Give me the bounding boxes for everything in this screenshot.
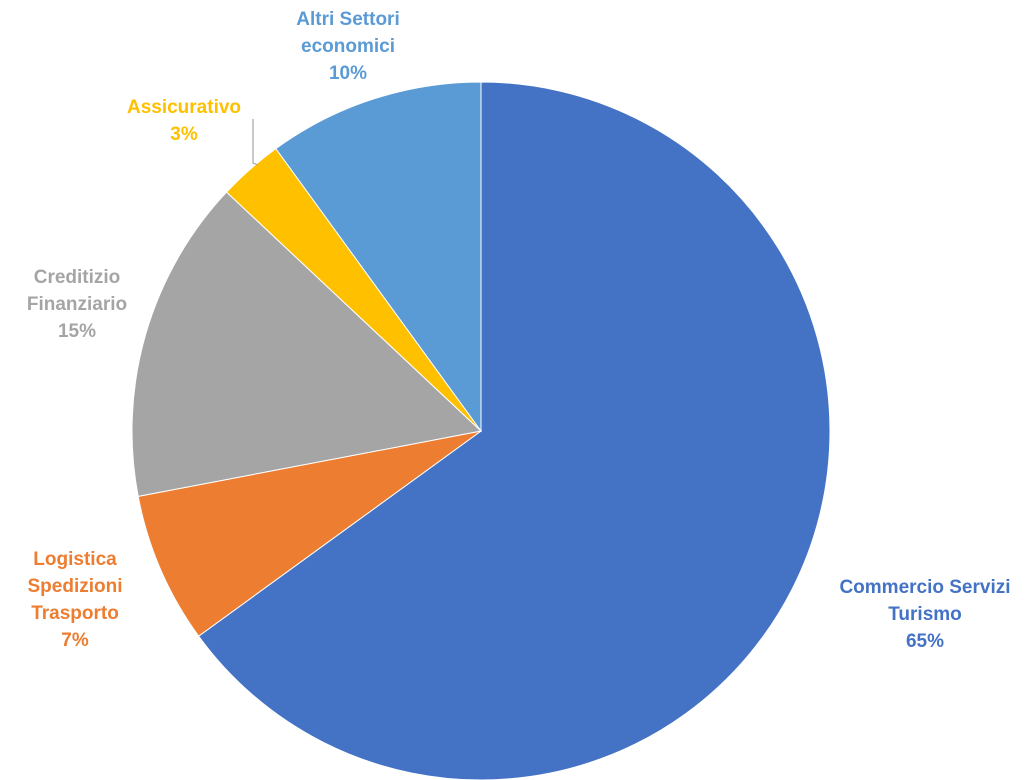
slice-name-line: Trasporto	[31, 603, 119, 624]
slice-name-line: Assicurativo	[127, 97, 241, 118]
slice-label: Creditizio Finanziario 15%	[27, 267, 127, 342]
slice-label: Assicurativo 3%	[127, 97, 241, 145]
pie-slice	[197, 81, 831, 780]
slice-labels: Commercio Servizi Turismo 65% Logistica Sped…	[27, 9, 1011, 652]
slice-percent: 7%	[61, 630, 89, 651]
slice-name-line: Altri Settori	[296, 9, 399, 30]
leader-line	[252, 119, 259, 166]
pie-slice	[137, 430, 482, 637]
slice-percent: 10%	[329, 63, 367, 84]
slice-label: Altri Settori economici 10%	[296, 9, 399, 84]
slice-name-line: economici	[301, 36, 395, 57]
slice-name-line: Commercio Servizi	[839, 577, 1010, 598]
slice-name-line: Creditizio	[34, 267, 121, 288]
pie-slices	[131, 81, 831, 780]
slice-name-line: Turismo	[888, 604, 962, 625]
slice-percent: 15%	[58, 321, 96, 342]
slice-label: Logistica Spedizioni Trasporto 7%	[28, 549, 123, 651]
slice-name-line: Logistica	[33, 549, 117, 570]
slice-percent: 3%	[170, 124, 198, 145]
pie-slice	[275, 81, 482, 433]
slice-name-line: Finanziario	[27, 294, 127, 315]
leader-lines	[252, 119, 259, 166]
slice-name-line: Spedizioni	[28, 576, 123, 597]
pie-slice	[131, 191, 483, 497]
slice-label: Commercio Servizi Turismo 65%	[839, 577, 1010, 652]
slice-percent: 65%	[906, 631, 944, 652]
